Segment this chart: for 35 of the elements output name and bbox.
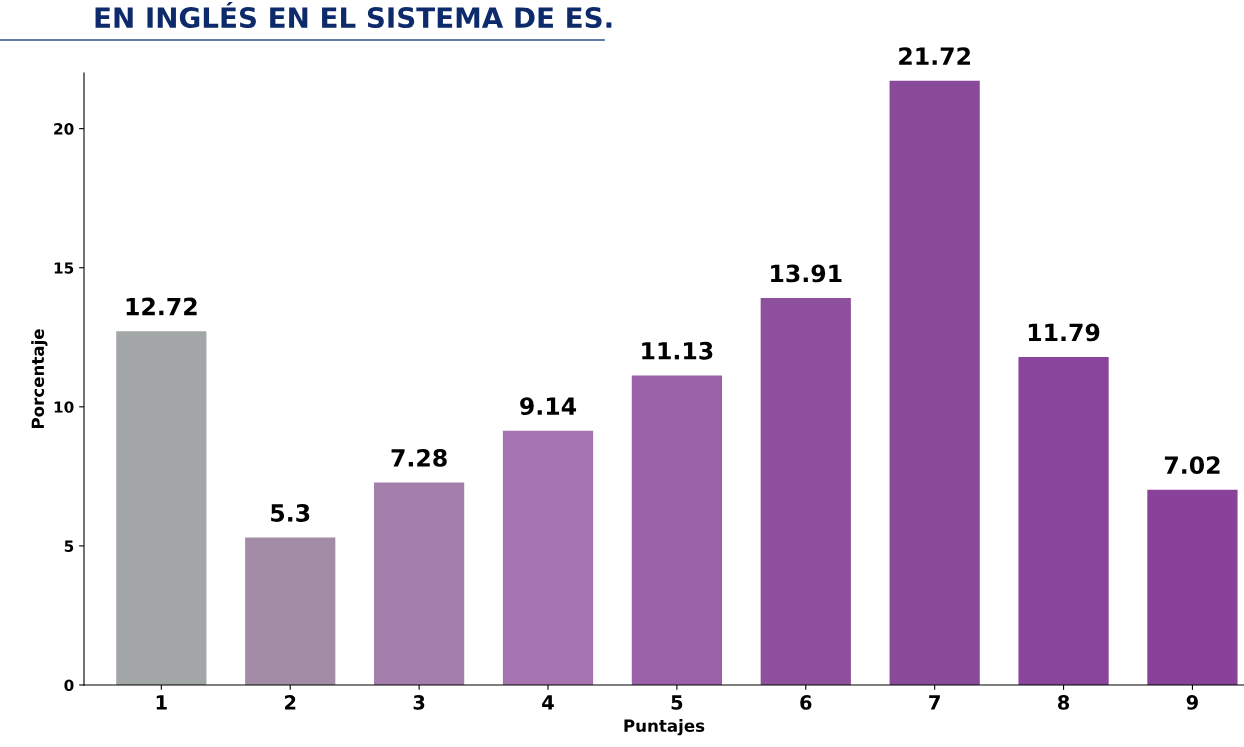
- data-label: 13.91: [771, 264, 842, 283]
- x-tick-label: 5: [671, 695, 683, 710]
- bar: [502, 430, 594, 685]
- bar: [1018, 357, 1109, 685]
- x-tick-label: 6: [800, 695, 812, 710]
- bar: [1147, 489, 1238, 685]
- y-axis-title: Porcentaje: [31, 329, 48, 429]
- y-tick-label: 15: [54, 262, 74, 274]
- data-label: 9.14: [520, 397, 577, 416]
- x-tick-label: 1: [156, 695, 167, 710]
- data-label: 12.72: [126, 297, 197, 316]
- data-label: 11.79: [1028, 323, 1100, 342]
- y-tick-label: 5: [64, 540, 74, 552]
- data-label: 7.02: [1164, 456, 1220, 475]
- data-label: 11.13: [642, 341, 713, 360]
- bar: [889, 80, 980, 685]
- x-tick-label: 7: [929, 695, 940, 710]
- y-tick-label: 20: [54, 123, 74, 135]
- bar: [760, 298, 851, 685]
- x-tick-label: 8: [1057, 695, 1070, 710]
- data-label: 21.72: [899, 47, 970, 65]
- data-label: 7.28: [391, 448, 447, 467]
- x-tick-label: 4: [542, 695, 554, 710]
- data-label: 5.3: [271, 504, 310, 522]
- x-tick-label: 3: [413, 695, 425, 710]
- y-tick-label: 10: [54, 401, 74, 413]
- x-tick-label: 2: [285, 695, 296, 710]
- chart-title: EN INGLÉS EN EL SISTEMA DE ES.: [95, 1, 612, 29]
- y-tick-label: 0: [64, 679, 74, 692]
- bar: [374, 482, 465, 685]
- bar: [631, 375, 722, 685]
- bar: [116, 331, 207, 685]
- bar: [245, 537, 336, 685]
- x-tick-label: 9: [1186, 695, 1198, 710]
- x-axis-title: Puntajes: [624, 719, 705, 736]
